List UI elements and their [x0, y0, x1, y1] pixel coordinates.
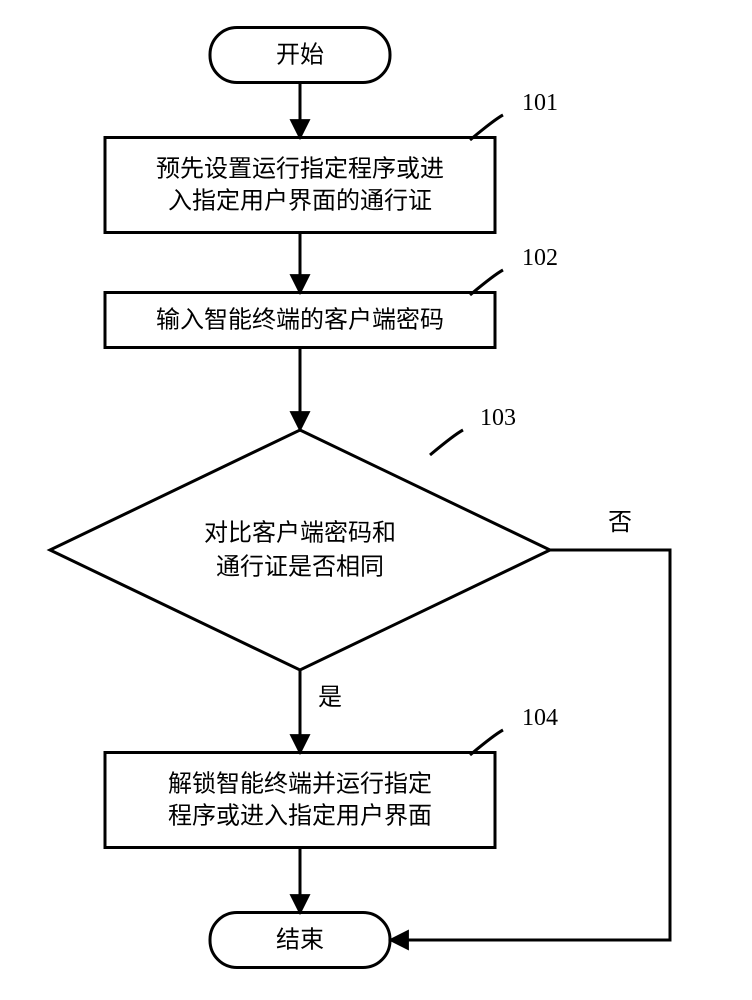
node-step101: 预先设置运行指定程序或进入指定用户界面的通行证 101 — [105, 90, 558, 233]
node-start: 开始 — [210, 28, 390, 83]
node-step102: 输入智能终端的客户端密码 102 — [105, 245, 558, 348]
svg-text:通行证是否相同: 通行证是否相同 — [216, 554, 384, 581]
svg-text:入指定用户界面的通行证: 入指定用户界面的通行证 — [168, 188, 432, 215]
callout — [430, 430, 463, 455]
svg-text:解锁智能终端并运行指定: 解锁智能终端并运行指定 — [168, 771, 432, 798]
step104-label: 104 — [522, 705, 558, 731]
start-text: 开始 — [276, 42, 324, 69]
step102-label: 102 — [522, 245, 558, 271]
svg-text:输入智能终端的客户端密码: 输入智能终端的客户端密码 — [156, 307, 444, 334]
edge-label: 是 — [318, 685, 342, 711]
edge — [390, 550, 670, 940]
edge-label: 否 — [608, 510, 632, 536]
node-end: 结束 — [210, 913, 390, 968]
step101-label: 101 — [522, 90, 558, 116]
svg-text:对比客户端密码和: 对比客户端密码和 — [204, 520, 396, 547]
svg-text:预先设置运行指定程序或进: 预先设置运行指定程序或进 — [156, 156, 444, 183]
end-text: 结束 — [276, 927, 324, 954]
svg-text:程序或进入指定用户界面: 程序或进入指定用户界面 — [168, 803, 432, 830]
node-step104: 解锁智能终端并运行指定程序或进入指定用户界面 104 — [105, 705, 558, 848]
node-decision103: 对比客户端密码和通行证是否相同 103 — [50, 405, 550, 670]
decision103-label: 103 — [480, 405, 516, 431]
